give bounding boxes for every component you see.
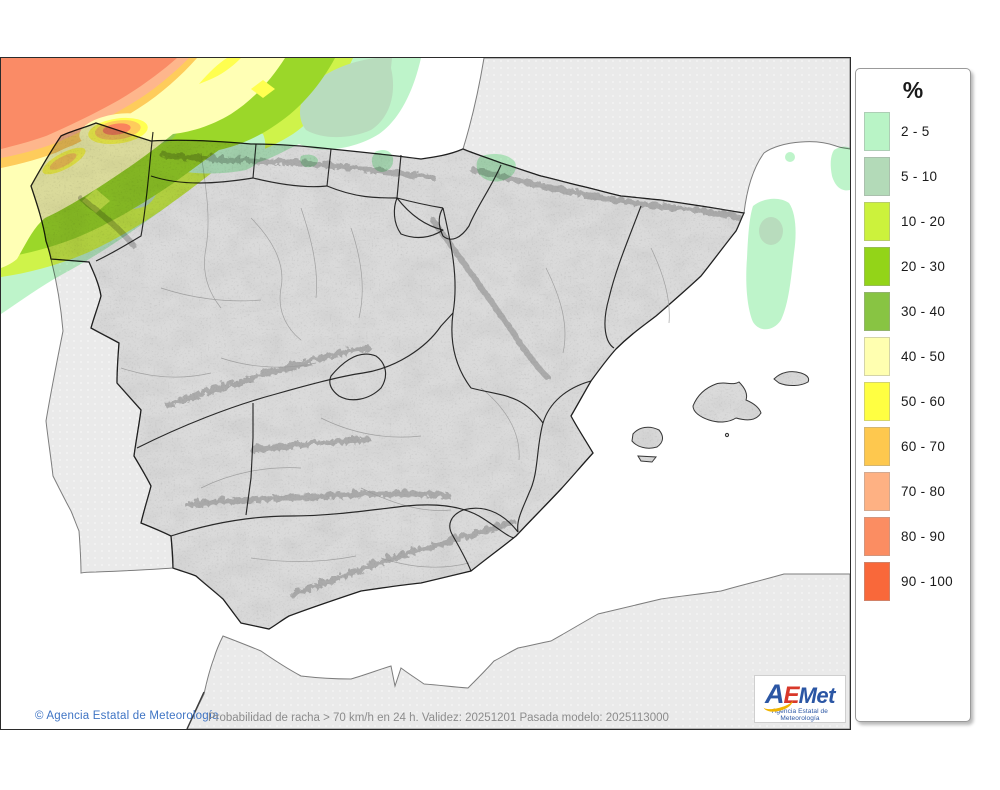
legend-color-swatch <box>864 472 890 511</box>
legend-color-swatch <box>864 292 890 331</box>
legend-row: 70 - 80 <box>864 472 970 511</box>
aemet-logo-wordmark: AEMet <box>755 676 845 715</box>
legend-range-label: 50 - 60 <box>901 394 946 409</box>
legend-range-label: 90 - 100 <box>901 574 953 589</box>
africa-landmass <box>186 573 850 729</box>
legend-color-swatch <box>864 247 890 286</box>
legend-row: 10 - 20 <box>864 202 970 241</box>
legend-color-swatch <box>864 562 890 601</box>
footer-divider <box>186 691 205 729</box>
legend-row: 60 - 70 <box>864 427 970 466</box>
legend-row: 20 - 30 <box>864 247 970 286</box>
legend-range-label: 2 - 5 <box>901 124 930 139</box>
legend-color-swatch <box>864 112 890 151</box>
legend-row: 50 - 60 <box>864 382 970 421</box>
iberia-probability-map <box>1 58 850 729</box>
probability-legend: % 2 - 5 5 - 10 10 - 20 20 - 30 <box>855 68 971 722</box>
legend-color-swatch <box>864 202 890 241</box>
legend-range-label: 40 - 50 <box>901 349 946 364</box>
legend-row: 90 - 100 <box>864 562 970 601</box>
aemet-logo: AEMet Agencia Estatal de Meteorología <box>754 675 846 723</box>
legend-range-label: 30 - 40 <box>901 304 946 319</box>
legend-row: 80 - 90 <box>864 517 970 556</box>
legend-title: % <box>902 77 924 103</box>
legend-row: 30 - 40 <box>864 292 970 331</box>
legend-range-label: 80 - 90 <box>901 529 946 544</box>
footer-info: Probabilidad de racha > 70 km/h en 24 h.… <box>208 712 669 724</box>
legend-range-label: 10 - 20 <box>901 214 946 229</box>
legend-range-label: 70 - 80 <box>901 484 946 499</box>
legend-color-swatch <box>864 157 890 196</box>
legend-range-label: 5 - 10 <box>901 169 938 184</box>
legend-rows: 2 - 5 5 - 10 10 - 20 20 - 30 30 - 40 <box>856 112 970 601</box>
aemet-logo-letter-e: E <box>783 682 800 709</box>
forecast-map: © Agencia Estatal de Meteorología Probab… <box>0 57 851 730</box>
legend-range-label: 20 - 30 <box>901 259 946 274</box>
probability-overlay <box>1 58 850 330</box>
province-boundaries <box>120 152 670 568</box>
region-boundaries <box>95 131 642 572</box>
aemet-logo-subtitle: Agencia Estatal de Meteorología <box>771 708 828 722</box>
legend-color-swatch <box>864 337 890 376</box>
aemet-logo-letter-a: A <box>765 679 784 709</box>
aemet-logo-letters-met: Met <box>798 683 836 708</box>
footer-copyright: © Agencia Estatal de Meteorología <box>35 710 219 722</box>
legend-color-swatch <box>864 427 890 466</box>
legend-color-swatch <box>864 382 890 421</box>
legend-row: 5 - 10 <box>864 157 970 196</box>
legend-row: 40 - 50 <box>864 337 970 376</box>
legend-color-swatch <box>864 517 890 556</box>
legend-range-label: 60 - 70 <box>901 439 946 454</box>
legend-row: 2 - 5 <box>864 112 970 151</box>
